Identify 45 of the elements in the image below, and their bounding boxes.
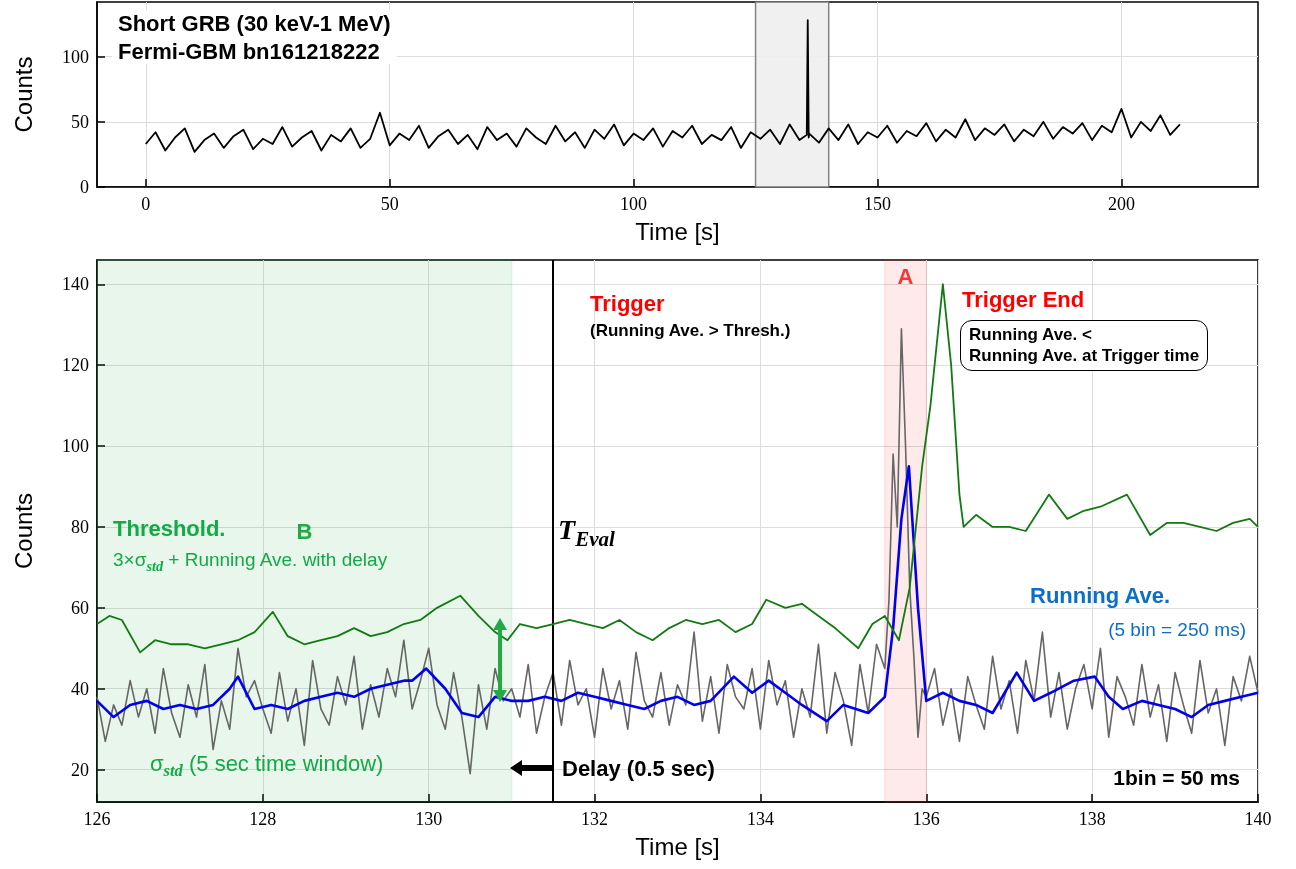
annotation: Threshold. xyxy=(113,515,226,543)
annotation: σ$_{std}$ (5 sec time window) xyxy=(150,750,384,783)
annotation: Trigger xyxy=(590,290,665,318)
y-axis-title: Counts xyxy=(9,492,37,570)
y-tick-label: 50 xyxy=(71,111,89,132)
x-tick-label: 140 xyxy=(1244,809,1272,829)
annotation: Delay (0.5 sec) xyxy=(562,755,715,783)
x-tick-label: 0 xyxy=(141,194,151,214)
y-tick-label: 0 xyxy=(80,177,89,197)
x-axis-title: Time [s] xyxy=(635,217,720,245)
x-axis-title: Time [s] xyxy=(635,832,720,860)
annotation: (5 bin = 250 ms) xyxy=(1108,618,1246,642)
x-tick-label: 150 xyxy=(864,194,891,214)
chart-title: Short GRB (30 keV-1 MeV) xyxy=(118,10,391,36)
annotation: Trigger End xyxy=(962,286,1085,314)
y-tick-label: 140 xyxy=(62,274,89,295)
y-axis-title: Counts xyxy=(9,56,37,133)
line-series xyxy=(96,283,1259,654)
y-tick-label: 20 xyxy=(71,759,89,780)
y-tick-label: 100 xyxy=(62,46,89,67)
x-tick-label: 132 xyxy=(581,809,609,829)
band-label: B xyxy=(296,518,313,544)
y-tick-label: 80 xyxy=(71,516,89,537)
annotation: Running Ave. xyxy=(1030,582,1171,610)
annotation: (Running Ave. > Thresh.) xyxy=(590,320,791,342)
x-tick-label: 126 xyxy=(83,809,111,829)
x-tick-label: 138 xyxy=(1078,809,1106,829)
ref-line-label: T$_{Eval}$ xyxy=(558,513,615,552)
annotation: Running Ave. < Running Ave. at Trigger time xyxy=(960,320,1209,371)
x-tick-label: 128 xyxy=(249,809,277,829)
y-tick-label: 60 xyxy=(71,597,89,618)
annotation: 1bin = 50 ms xyxy=(1113,765,1240,791)
y-tick-label: 120 xyxy=(62,355,89,376)
x-tick-label: 134 xyxy=(746,809,774,829)
text: Fermi-GBM bn161218222 xyxy=(118,38,380,64)
x-tick-label: 50 xyxy=(380,194,399,214)
x-tick-label: 130 xyxy=(415,809,443,829)
x-tick-label: 136 xyxy=(912,809,940,829)
annotation: 3×σ$_{std}$ + Running Ave. with delay xyxy=(113,548,388,576)
band-label: A xyxy=(897,263,914,289)
y-tick-label: 100 xyxy=(62,436,89,457)
line-series xyxy=(95,464,1260,723)
x-tick-label: 200 xyxy=(1107,194,1135,214)
y-tick-label: 40 xyxy=(71,678,89,699)
x-tick-label: 100 xyxy=(620,194,648,214)
